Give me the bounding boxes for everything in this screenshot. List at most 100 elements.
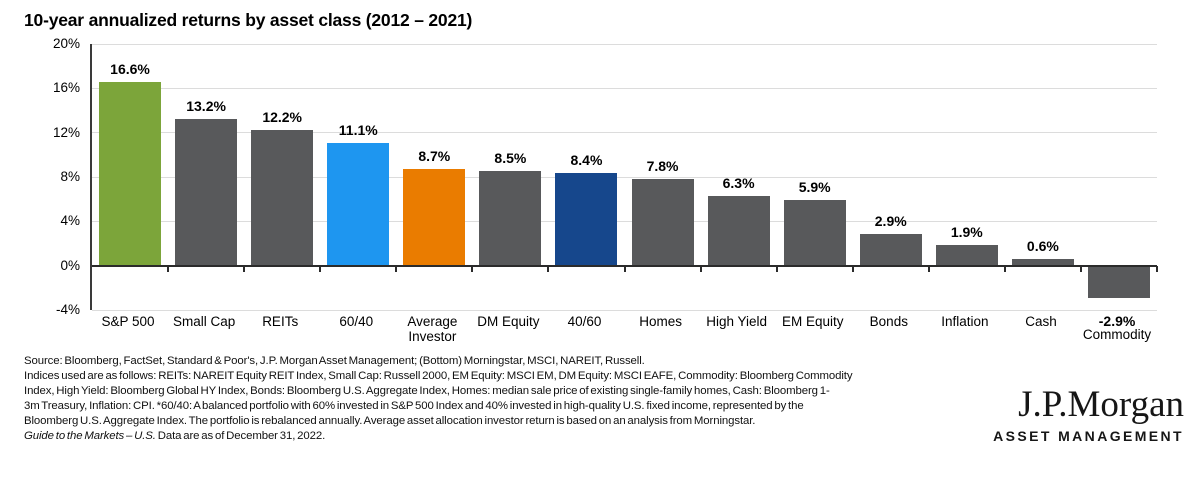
bar-s-p-500 [99,81,162,266]
x-axis-tick [167,265,170,272]
x-axis-label-text: 40/60 [567,314,602,329]
x-axis-tick [623,265,626,272]
x-axis-label-text: S&P 500 [101,314,155,329]
x-axis-tick [699,265,702,272]
x-axis-labels-row: S&P 500 Small Cap REITs 60/40 Average Invest… [90,313,1155,344]
bar-value-label: 8.5% [494,150,527,167]
x-axis-label-text: Homes [639,314,682,329]
bar-commodity [1087,265,1150,298]
gridline [92,309,1157,311]
bar-chart: 16.6% 13.2% 12.2% 11.1% 8.7% 8.5% 8.4% 7.8% 6.3%… [0,36,1200,354]
footnote-lines: Source: Bloomberg, FactSet, Standard & P… [24,354,1004,429]
bar-40-60 [555,172,618,266]
x-axis-label: Homes [623,314,699,344]
gridline [92,43,1157,45]
gridline [92,87,1157,89]
x-axis-tick [319,265,322,272]
y-axis-tick-label: 0% [60,257,80,273]
x-axis-label-text: REITs [262,314,299,329]
bar-value-label: 11.1% [338,121,378,138]
jpmorgan-logo: J.P.Morgan ASSET MANAGEMENT [993,384,1184,445]
x-axis-tick [775,265,778,272]
footnote-line: Index, High Yield: Bloomberg Global HY I… [24,384,830,397]
gridline [92,220,1157,222]
x-axis-label: 60/40 [318,314,394,344]
bar-value-label: 0.6% [1026,238,1059,255]
y-axis-tick-label: 4% [60,213,80,229]
chart-title: 10-year annualized returns by asset clas… [24,10,473,30]
x-axis-tick [395,265,398,272]
bar-inflation [935,244,998,266]
x-axis-label-text: Small Cap [172,314,236,329]
bar-cash [1011,259,1074,266]
x-axis-label: -2.9% Commodity [1079,313,1155,344]
x-axis-label: REITs [242,314,318,344]
x-axis-tick [851,265,854,272]
bar-value-label: 1.9% [950,223,983,240]
gridline [92,132,1157,134]
y-axis-tick-label: 20% [52,36,80,51]
bar-average-investor [403,169,466,266]
x-axis-label-text: Commodity [1082,327,1152,342]
bar-value-label: 7.8% [646,158,679,175]
y-axis-tick-label: 16% [52,80,80,96]
bar-dm-equity [479,171,542,266]
bar-value-label: 13.2% [186,98,226,115]
footnote-line: Source: Bloomberg, FactSet, Standard & P… [24,355,645,367]
bar-em-equity [783,200,846,266]
guide-to-the-markets-text: Guide to the Markets – U.S. [24,429,156,442]
x-axis-label: DM Equity [470,314,546,344]
x-axis-label: High Yield [699,314,775,344]
x-axis-tick [927,265,930,272]
x-axis-label-text: EM Equity [781,314,844,329]
x-axis-label: EM Equity [775,314,851,344]
bar-value-label: 6.3% [722,174,755,191]
x-axis-label: Cash [1003,314,1079,344]
bar-small-cap [175,119,238,266]
x-axis-tick [471,265,474,272]
bar-value-label: 12.2% [262,109,303,126]
x-axis-label: Average Investor [394,314,470,344]
x-axis-tick [1079,265,1082,272]
bar-value-label: 5.9% [798,179,831,196]
bar-value-label: 8.4% [570,151,603,168]
x-axis-label-text: High Yield [706,314,768,329]
x-axis-label: S&P 500 [90,314,166,344]
x-axis-label-text: Inflation [941,314,989,329]
y-axis-tick-label: 12% [52,124,80,140]
bar-value-label: -2.9% [1098,313,1136,329]
jpmorgan-logo-wordmark: J.P.Morgan [1018,384,1184,425]
x-axis-label: Bonds [851,314,927,344]
x-axis-label: Inflation [927,314,1003,344]
bar-60-40 [327,142,390,266]
x-axis-label-text: Average Investor [407,314,458,344]
footnote-line: Indices used are as follows: REITs: NARE… [24,369,853,382]
x-axis-tick [1156,265,1158,272]
bar-value-label: 2.9% [874,212,907,229]
footnote-line: Bloomberg U.S. Aggregate Index. The port… [24,414,756,427]
bar-bonds [859,233,922,266]
x-axis-label: 40/60 [546,314,622,344]
bar-high-yield [707,195,770,266]
y-axis-tick-label: -4% [55,302,80,317]
x-axis-tick [547,265,550,272]
x-axis-label-text: 60/40 [339,314,374,329]
bar-reits [251,130,314,266]
footnote-line: 3m Treasury, Inflation: CPI. *60/40: A b… [24,399,804,412]
bar-value-label: 8.7% [418,148,451,165]
asset-management-label: ASSET MANAGEMENT [993,428,1184,444]
x-axis-label-text: DM Equity [477,314,540,329]
footnote-guide-line: Guide to the Markets – U.S. Data are as … [24,429,1004,444]
x-axis-label: Small Cap [166,314,242,344]
plot-area: 16.6% 13.2% 12.2% 11.1% 8.7% 8.5% 8.4% 7.8% 6.3%… [90,43,1158,311]
x-axis-label-text: Cash [1025,314,1057,329]
bar-homes [631,179,694,266]
data-as-of-text: Data are as of December 31, 2022. [155,429,326,442]
gridline [92,176,1157,178]
source-footnote: Source: Bloomberg, FactSet, Standard & P… [24,354,1004,443]
bar-value-label: 16.6% [110,60,150,77]
x-axis-tick [243,265,246,272]
x-axis-label-text: Bonds [869,314,908,329]
x-axis-tick [1003,265,1006,272]
